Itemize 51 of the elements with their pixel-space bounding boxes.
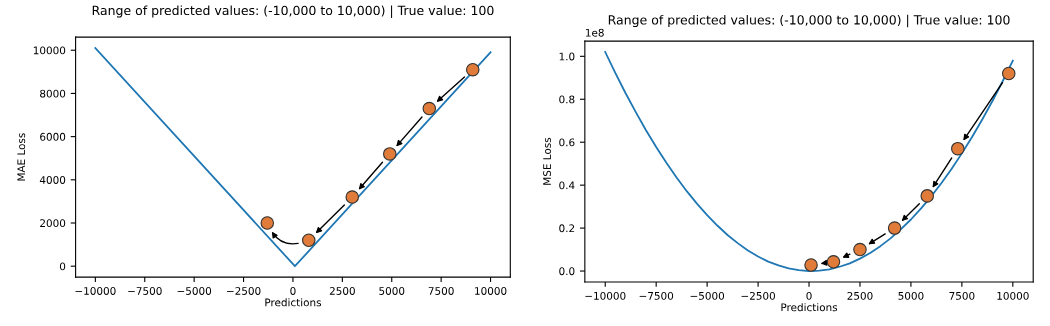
x-tick-label: 2500 <box>329 287 355 295</box>
line-series <box>604 51 1014 272</box>
x-tick-label: −5000 <box>177 287 212 295</box>
point <box>826 255 841 269</box>
y-tick-label: 6000 <box>40 132 66 141</box>
y-tick-label: 2000 <box>40 219 66 228</box>
x-tick-label: −2500 <box>741 291 775 300</box>
x-tick-label: 0 <box>290 287 296 295</box>
y-tick-label: 0.2 <box>559 224 575 233</box>
y-tick-label: 10000 <box>33 46 66 55</box>
y-axis-title: MSE Loss <box>543 137 551 185</box>
point <box>804 258 818 272</box>
point <box>422 101 437 116</box>
point <box>887 221 902 235</box>
x-tick-label: −10000 <box>585 291 626 300</box>
point <box>853 242 867 257</box>
x-axis-title: Predictions <box>781 303 838 312</box>
x-tick-label: −7500 <box>639 291 674 300</box>
point <box>301 233 316 248</box>
x-tick-label: 7500 <box>949 291 975 300</box>
x-tick-label: 10000 <box>475 287 507 295</box>
point <box>951 141 965 156</box>
y-tick-label: 0.8 <box>559 95 575 104</box>
x-tick-label: 10000 <box>997 291 1029 300</box>
x-tick-label: −2500 <box>227 287 261 295</box>
x-axis-title: Predictions <box>265 298 322 307</box>
x-tick-label: 5000 <box>898 291 924 300</box>
y-tick-label: 0.0 <box>559 267 575 276</box>
point <box>1001 66 1016 81</box>
x-tick-label: −7500 <box>128 287 162 295</box>
point <box>260 216 275 230</box>
y-tick-label: 4000 <box>39 176 66 184</box>
point <box>465 62 480 77</box>
y-tick-label: 8000 <box>40 89 66 98</box>
point <box>345 190 359 204</box>
text: 1e8 <box>585 28 604 37</box>
point <box>920 189 934 203</box>
x-tick-label: −10000 <box>75 287 116 295</box>
y-axis-title: MAE Loss <box>17 133 26 181</box>
y-tick-label: 1.0 <box>559 52 575 61</box>
x-tick-label: 5000 <box>379 287 405 295</box>
point <box>383 147 397 161</box>
y-tick-label: 0.6 <box>559 138 575 147</box>
x-tick-label: 2500 <box>847 291 873 300</box>
y-tick-label: 0.4 <box>559 181 575 190</box>
y-tick-label: 0 <box>59 262 66 271</box>
chart-title: Range of predicted values: (-10,000 to 10,000) | True value: 100 <box>92 5 494 18</box>
x-tick-label: −5000 <box>690 291 725 300</box>
x-tick-label: 7500 <box>428 287 454 295</box>
chart-title: Range of predicted values: (-10,000 to 10,000) | True value: 100 <box>608 14 1010 28</box>
x-tick-label: 0 <box>806 291 812 300</box>
